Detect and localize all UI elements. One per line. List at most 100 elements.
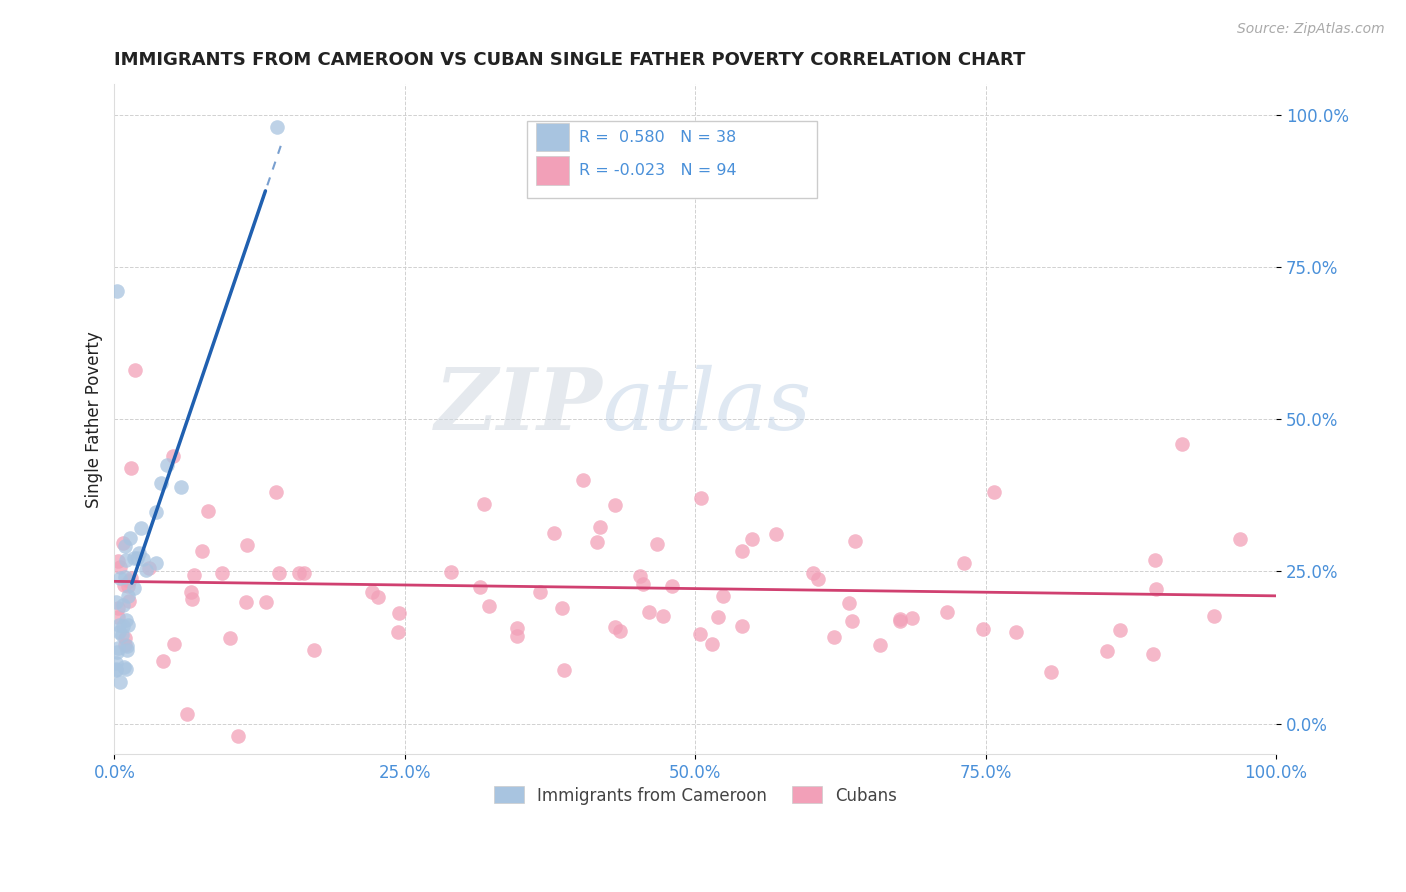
Point [135, 563, 157, 577]
Point [652, 608, 675, 623]
Point [170, 480, 193, 494]
Point [115, 613, 138, 627]
Point [387, 624, 409, 639]
Text: atlas: atlas [602, 365, 811, 447]
Point [645, 537, 668, 551]
Text: R = -0.023   N = 94: R = -0.023 N = 94 [579, 163, 737, 178]
Point [689, 627, 711, 641]
Point [191, 544, 214, 558]
Point [292, 566, 315, 580]
Point [107, 600, 129, 615]
Point [1095, 643, 1118, 657]
Point [117, 618, 139, 632]
Point [107, 641, 129, 656]
Point [661, 579, 683, 593]
Point [115, 639, 138, 653]
Point [114, 631, 136, 645]
Point [631, 577, 654, 591]
Point [104, 663, 127, 677]
Point [731, 544, 754, 558]
Point [108, 571, 131, 585]
Point [367, 590, 389, 604]
Point [589, 519, 612, 533]
Point [731, 618, 754, 632]
Point [122, 550, 145, 565]
Text: ZIP: ZIP [434, 364, 602, 448]
Point [844, 534, 866, 549]
Point [1229, 532, 1251, 546]
Point [108, 625, 131, 640]
Point [150, 476, 173, 491]
Point [108, 560, 131, 574]
Point [765, 527, 787, 541]
Point [111, 536, 134, 550]
Point [388, 606, 411, 620]
Point [114, 553, 136, 567]
Y-axis label: Single Father Poverty: Single Father Poverty [86, 331, 103, 508]
Point [585, 535, 607, 549]
Point [162, 449, 184, 463]
Text: IMMIGRANTS FROM CAMEROON VS CUBAN SINGLE FATHER POVERTY CORRELATION CHART: IMMIGRANTS FROM CAMEROON VS CUBAN SINGLE… [114, 51, 1026, 69]
Point [236, 538, 259, 552]
Point [472, 498, 495, 512]
Text: Source: ZipAtlas.com: Source: ZipAtlas.com [1237, 22, 1385, 37]
Point [120, 571, 142, 585]
Point [128, 546, 150, 560]
Point [120, 461, 142, 475]
Point [110, 675, 132, 690]
Point [156, 458, 179, 473]
Point [603, 498, 626, 512]
Point [266, 485, 288, 500]
Point [707, 610, 730, 624]
Point [104, 595, 127, 609]
Point [132, 552, 155, 566]
Point [1039, 665, 1062, 679]
Point [118, 594, 141, 608]
Point [361, 584, 384, 599]
Point [181, 592, 204, 607]
Point [741, 532, 763, 546]
Point [700, 637, 723, 651]
FancyBboxPatch shape [536, 156, 568, 185]
Point [111, 619, 134, 633]
Point [105, 644, 128, 658]
Point [138, 560, 160, 574]
Point [111, 598, 134, 612]
Point [551, 601, 574, 615]
Point [529, 584, 551, 599]
Point [935, 606, 957, 620]
Point [841, 614, 863, 628]
Point [869, 638, 891, 652]
Point [129, 521, 152, 535]
Point [111, 628, 134, 642]
Point [124, 363, 146, 377]
Point [107, 554, 129, 568]
Point [114, 638, 136, 652]
Point [266, 120, 288, 134]
Point [269, 566, 291, 581]
Point [145, 556, 167, 570]
Point [506, 629, 529, 643]
Point [125, 551, 148, 566]
Point [197, 504, 219, 518]
Point [806, 572, 828, 586]
Point [115, 662, 138, 676]
Point [176, 706, 198, 721]
Point [163, 637, 186, 651]
Point [219, 632, 242, 646]
Point [152, 654, 174, 668]
Point [1109, 623, 1132, 637]
Point [105, 285, 128, 299]
Point [104, 661, 127, 675]
Point [953, 556, 976, 570]
Point [302, 642, 325, 657]
Point [122, 581, 145, 595]
Point [117, 589, 139, 603]
Point [107, 617, 129, 632]
Point [256, 595, 278, 609]
Point [114, 570, 136, 584]
Point [972, 622, 994, 636]
Point [553, 663, 575, 677]
Point [543, 525, 565, 540]
Point [609, 624, 631, 638]
